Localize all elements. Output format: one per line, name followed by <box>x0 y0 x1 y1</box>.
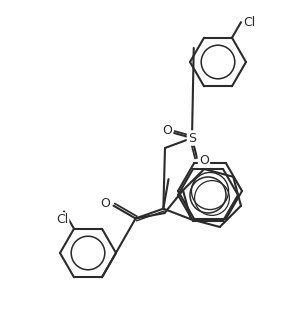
Text: O: O <box>101 197 110 210</box>
Text: S: S <box>188 132 196 145</box>
Text: O: O <box>162 124 172 137</box>
Text: O: O <box>199 154 209 167</box>
Text: Cl: Cl <box>243 16 255 29</box>
Text: Cl: Cl <box>56 214 68 226</box>
